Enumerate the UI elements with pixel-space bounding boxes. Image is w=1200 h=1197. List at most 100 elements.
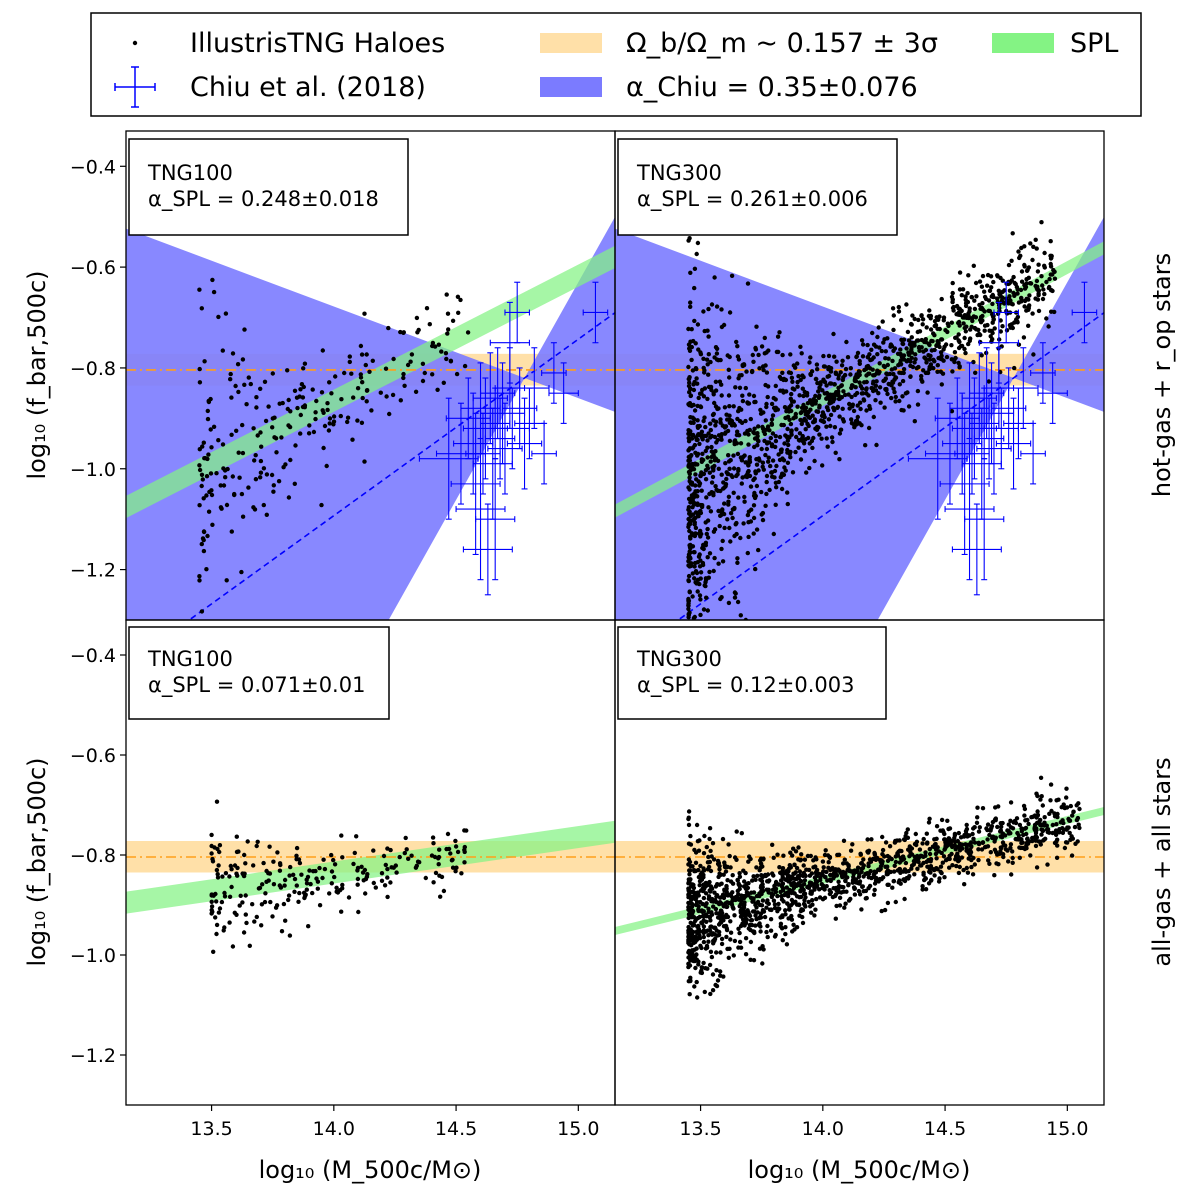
- halo-point: [1021, 335, 1027, 340]
- halo-point: [245, 839, 250, 844]
- halo-point: [205, 533, 210, 539]
- halo-point: [956, 319, 962, 325]
- halo-point: [707, 470, 712, 475]
- halo-point: [209, 445, 214, 450]
- halo-point: [1033, 283, 1038, 289]
- halo-point: [866, 425, 872, 431]
- halo-point: [843, 366, 849, 372]
- halo-point: [705, 518, 711, 523]
- halo-point: [1036, 262, 1041, 267]
- halo-point: [817, 432, 822, 437]
- halo-point: [751, 958, 757, 963]
- halo-point: [913, 352, 918, 357]
- halo-point: [812, 458, 817, 464]
- halo-point: [259, 923, 264, 928]
- halo-point: [759, 512, 764, 517]
- halo-point: [779, 486, 785, 492]
- halo-point: [927, 846, 932, 852]
- annotation-sim-name: TNG300: [636, 647, 722, 671]
- halo-point: [719, 472, 724, 477]
- halo-point: [939, 870, 944, 876]
- halo-point: [760, 874, 765, 880]
- halo-point: [919, 373, 924, 379]
- halo-point: [332, 874, 337, 880]
- halo-point: [747, 392, 752, 397]
- halo-point: [240, 450, 246, 456]
- halo-point: [707, 836, 712, 842]
- halo-point: [243, 912, 248, 917]
- halo-point: [785, 460, 791, 465]
- halo-points: [197, 277, 471, 614]
- halo-point: [871, 373, 876, 378]
- halo-point: [837, 895, 843, 900]
- halo-point: [1042, 263, 1047, 268]
- halo-point: [963, 828, 969, 834]
- halo-point: [897, 382, 902, 387]
- halo-point: [898, 870, 903, 875]
- halo-point: [992, 873, 997, 878]
- halo-point: [882, 337, 887, 342]
- halo-point: [972, 862, 977, 867]
- halo-point: [370, 358, 375, 363]
- halo-point: [732, 438, 738, 443]
- halo-point: [945, 321, 950, 326]
- halo-point: [938, 337, 944, 342]
- halo-point: [869, 347, 874, 352]
- halo-point: [1056, 797, 1061, 802]
- halo-point: [875, 334, 880, 340]
- halo-point: [853, 422, 859, 427]
- halo-point: [949, 320, 954, 325]
- halo-point: [331, 419, 337, 424]
- halo-point: [785, 490, 790, 495]
- chiu-fit-band: [126, 216, 615, 620]
- halo-point: [1054, 822, 1059, 827]
- halo-point: [455, 849, 461, 855]
- halo-point: [701, 924, 707, 929]
- halo-point: [701, 394, 707, 399]
- halo-point: [694, 822, 700, 828]
- halo-point: [854, 390, 860, 396]
- halo-point: [1011, 820, 1016, 825]
- halo-point: [201, 537, 206, 543]
- halo-point: [709, 433, 714, 439]
- halo-point: [949, 357, 954, 362]
- halo-point: [705, 362, 710, 367]
- halo-point: [834, 903, 839, 909]
- halo-point: [924, 325, 929, 330]
- halo-point: [726, 453, 731, 458]
- halo-point: [773, 480, 779, 485]
- halo-point: [216, 314, 221, 320]
- halo-point: [859, 338, 865, 343]
- halo-point: [211, 949, 216, 954]
- halo-point: [244, 402, 249, 407]
- halo-point: [860, 386, 865, 391]
- halo-point: [704, 943, 710, 949]
- halo-point: [210, 522, 215, 527]
- halo-point: [686, 342, 692, 347]
- halo-point: [270, 425, 275, 430]
- halo-point: [874, 379, 879, 384]
- halo-point: [759, 489, 764, 495]
- halo-point: [943, 342, 949, 347]
- halo-point: [825, 878, 830, 883]
- halo-point: [693, 510, 699, 515]
- halo-point: [704, 595, 709, 600]
- halo-point: [197, 447, 202, 452]
- halo-point: [687, 458, 693, 463]
- halo-point: [362, 311, 367, 316]
- halo-point: [788, 421, 794, 427]
- halo-point: [710, 931, 716, 936]
- halo-point: [202, 359, 207, 364]
- halo-point: [789, 917, 795, 922]
- halo-point: [687, 992, 692, 997]
- halo-point: [713, 906, 719, 912]
- halo-point: [686, 948, 692, 954]
- halo-point: [701, 309, 706, 314]
- halo-point: [725, 517, 730, 522]
- halo-point: [939, 817, 945, 823]
- halo-point: [1064, 795, 1069, 800]
- halo-point: [398, 398, 403, 403]
- halo-point: [728, 919, 733, 924]
- halo-point: [760, 517, 766, 523]
- halo-point: [299, 872, 304, 877]
